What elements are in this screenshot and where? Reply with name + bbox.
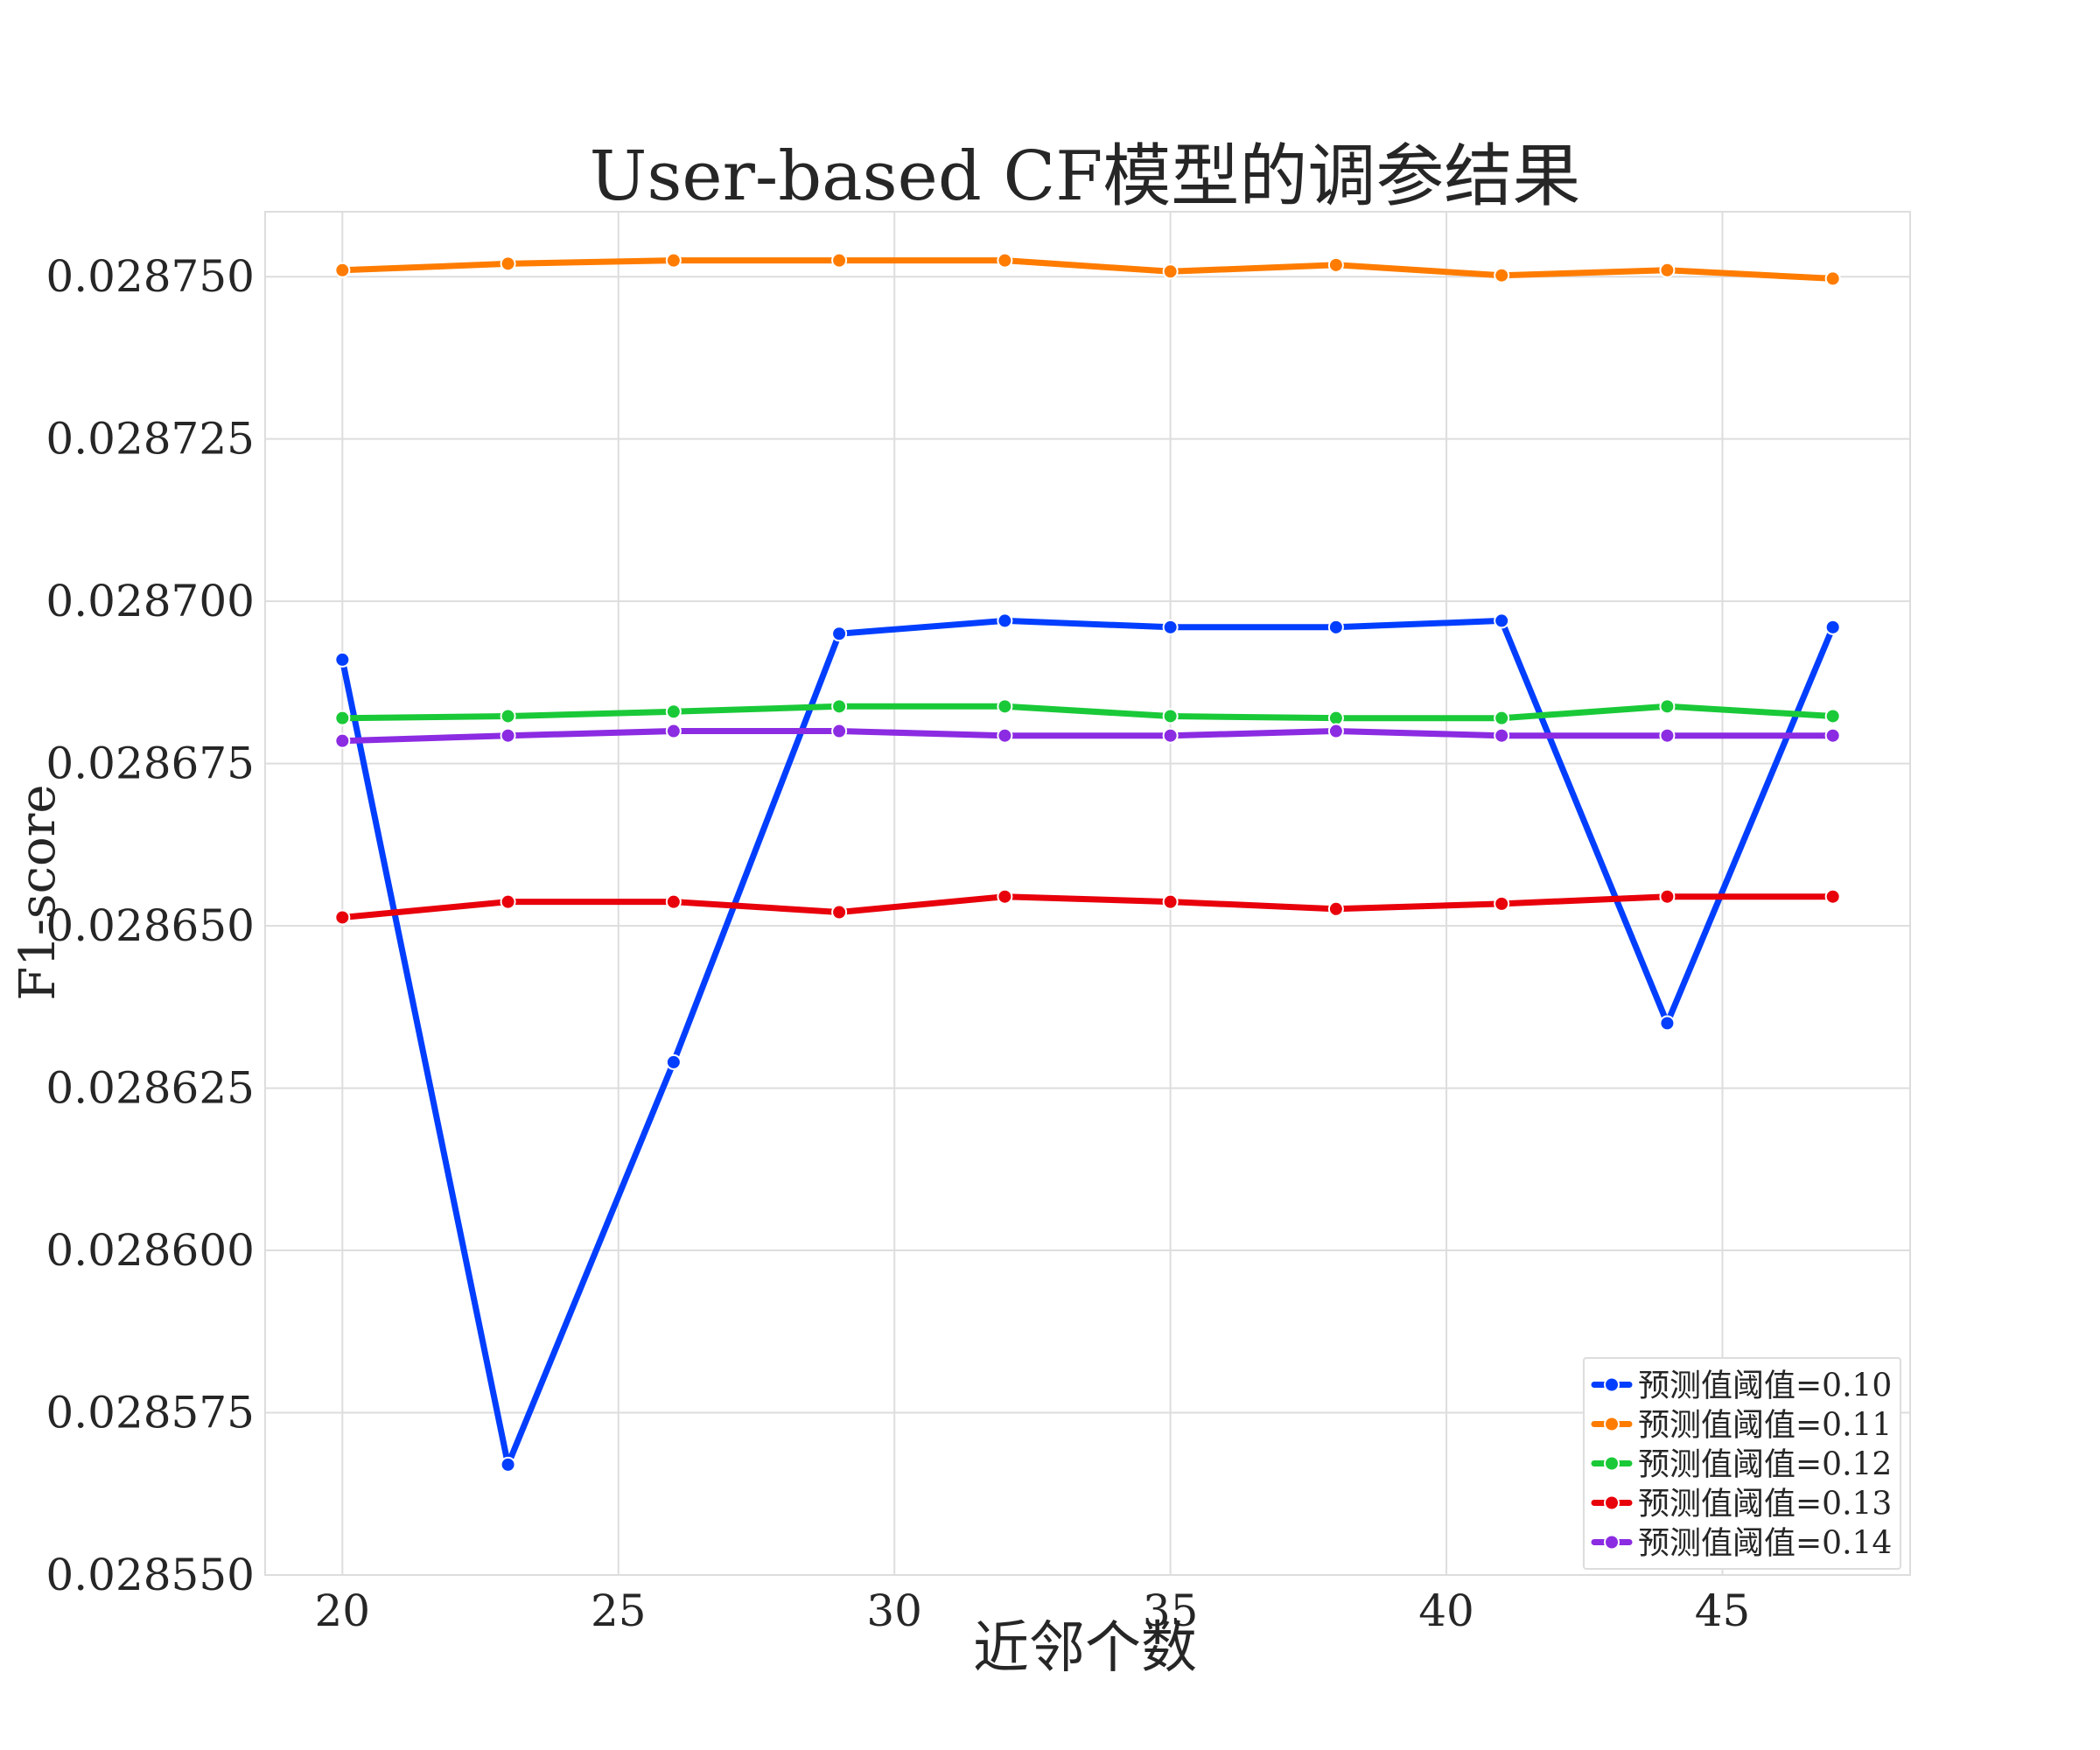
legend-item: 预测值阈值=0.11: [1594, 1408, 1892, 1444]
legend-label: 预测值阈值=0.10: [1638, 1368, 1892, 1404]
data-point: [1329, 902, 1343, 916]
legend-item: 预测值阈值=0.12: [1594, 1447, 1892, 1483]
data-point: [1494, 711, 1508, 725]
data-point: [667, 254, 681, 268]
chart-title: User-based CF模型的调参结果: [590, 137, 1581, 216]
x-tick-label: 25: [591, 1586, 647, 1636]
data-point: [1329, 258, 1343, 272]
data-point: [501, 256, 515, 270]
x-tick-label: 30: [866, 1586, 922, 1636]
data-point: [1660, 729, 1674, 743]
data-point: [1329, 724, 1343, 738]
data-point: [1164, 264, 1178, 278]
y-tick-label: 0.028700: [46, 576, 255, 626]
data-point: [501, 895, 515, 909]
data-point: [1826, 729, 1840, 743]
data-point: [1826, 890, 1840, 904]
x-tick-label: 20: [315, 1586, 371, 1636]
data-point: [1826, 709, 1840, 723]
legend-swatch-marker: [1605, 1457, 1619, 1471]
data-point: [1660, 699, 1674, 713]
x-axis-label: 近邻个数: [973, 1616, 1197, 1681]
legend-swatch-marker: [1605, 1496, 1619, 1510]
y-tick-label: 0.028575: [46, 1388, 255, 1438]
data-point: [1164, 895, 1178, 909]
y-tick-label: 0.028725: [46, 414, 255, 465]
data-point: [998, 699, 1012, 713]
data-point: [1660, 263, 1674, 277]
data-point: [335, 263, 349, 277]
y-tick-label: 0.028550: [46, 1550, 255, 1600]
y-tick-label: 0.028750: [46, 251, 255, 302]
y-axis-label: F1-score: [10, 784, 66, 1000]
data-point: [1329, 711, 1343, 725]
legend-label: 预测值阈值=0.12: [1638, 1447, 1892, 1483]
data-point: [832, 724, 846, 738]
data-point: [1494, 729, 1508, 743]
data-point: [667, 724, 681, 738]
data-point: [1660, 890, 1674, 904]
data-point: [501, 709, 515, 723]
legend-swatch-marker: [1605, 1418, 1619, 1432]
legend-item: 预测值阈值=0.14: [1594, 1526, 1892, 1562]
data-point: [1164, 709, 1178, 723]
data-point: [1494, 897, 1508, 911]
data-point: [1826, 620, 1840, 634]
legend-item: 预测值阈值=0.13: [1594, 1487, 1892, 1522]
y-tick-labels: 0.028550 0.028575 0.028600 0.028625 0.028650…: [46, 251, 255, 1600]
data-point: [667, 1055, 681, 1069]
y-tick-label: 0.028600: [46, 1225, 255, 1276]
data-point: [998, 613, 1012, 627]
data-point: [335, 910, 349, 924]
data-point: [501, 1458, 515, 1472]
data-point: [667, 895, 681, 909]
data-point: [1164, 729, 1178, 743]
data-point: [1826, 271, 1840, 285]
data-point: [1494, 269, 1508, 283]
data-point: [1164, 620, 1178, 634]
x-tick-label: 40: [1418, 1586, 1474, 1636]
y-tick-label: 0.028625: [46, 1063, 255, 1114]
legend-swatch-marker: [1605, 1378, 1619, 1392]
data-point: [335, 711, 349, 725]
legend-item: 预测值阈值=0.10: [1594, 1368, 1892, 1404]
legend-label: 预测值阈值=0.11: [1638, 1408, 1892, 1444]
data-point: [501, 729, 515, 743]
data-point: [832, 906, 846, 920]
data-point: [335, 653, 349, 667]
legend-label: 预测值阈值=0.14: [1638, 1526, 1892, 1562]
data-point: [998, 729, 1012, 743]
data-point: [335, 734, 349, 748]
x-tick-label: 45: [1695, 1586, 1751, 1636]
data-point: [998, 254, 1012, 268]
data-point: [1494, 613, 1508, 627]
y-tick-label: 0.028650: [46, 900, 255, 951]
data-point: [832, 626, 846, 640]
data-point: [832, 699, 846, 713]
data-point: [1329, 620, 1343, 634]
legend-label: 预测值阈值=0.13: [1638, 1487, 1892, 1522]
y-tick-label: 0.028675: [46, 738, 255, 789]
data-point: [667, 704, 681, 718]
data-point: [1660, 1016, 1674, 1030]
legend-swatch-marker: [1605, 1536, 1619, 1550]
data-point: [998, 890, 1012, 904]
data-point: [832, 254, 846, 268]
